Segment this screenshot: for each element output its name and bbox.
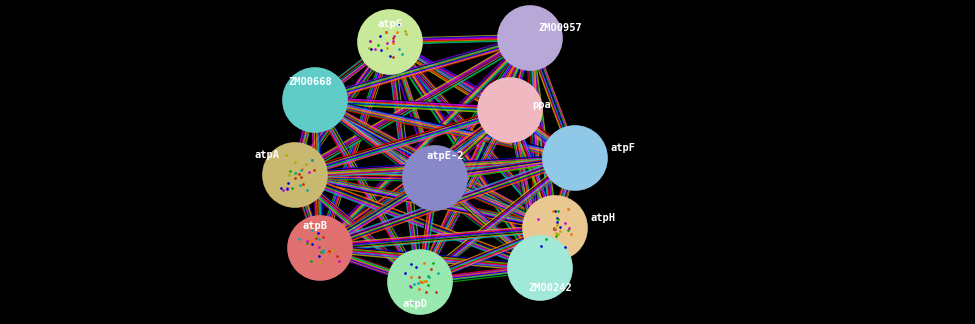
Text: atpF: atpF [610, 143, 636, 153]
Circle shape [478, 78, 542, 142]
Circle shape [288, 216, 352, 280]
Text: ZMO0668: ZMO0668 [289, 77, 332, 87]
Text: atpG: atpG [377, 19, 403, 29]
Circle shape [263, 143, 327, 207]
Text: atpH: atpH [591, 213, 615, 223]
Text: atpA: atpA [254, 150, 280, 160]
Circle shape [403, 146, 467, 210]
Text: atpD: atpD [403, 299, 427, 309]
Text: atpB: atpB [302, 221, 328, 231]
Text: ppa: ppa [532, 100, 552, 110]
Circle shape [358, 10, 422, 74]
Circle shape [498, 6, 562, 70]
Text: atpE-2: atpE-2 [426, 151, 464, 161]
Circle shape [523, 196, 587, 260]
Circle shape [508, 236, 572, 300]
Text: ZMO0957: ZMO0957 [538, 23, 582, 33]
Circle shape [543, 126, 607, 190]
Text: ZMO0242: ZMO0242 [528, 283, 572, 293]
Circle shape [283, 68, 347, 132]
Circle shape [388, 250, 452, 314]
